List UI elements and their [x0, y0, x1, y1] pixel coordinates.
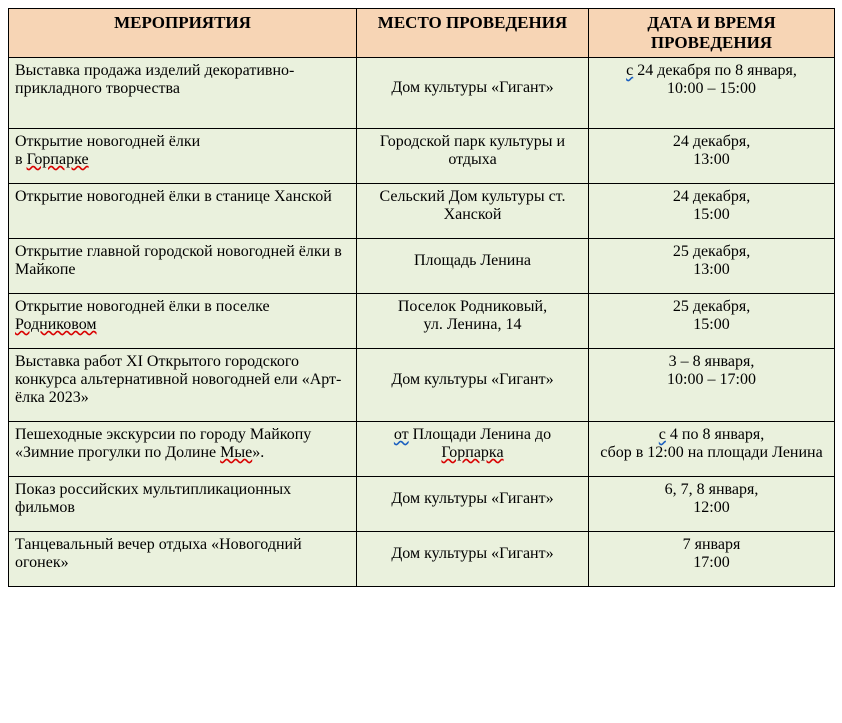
- event-line2-spell: Горпарке: [27, 151, 89, 168]
- event-text: Выставка работ XI Открытого городского к…: [15, 353, 341, 406]
- datetime-line1: 24 декабря,: [673, 133, 750, 150]
- venue-text: Дом культуры «Гигант»: [391, 545, 553, 562]
- cell-venue: Дом культуры «Гигант»: [357, 349, 589, 422]
- datetime-line2: 15:00: [693, 206, 729, 223]
- cell-venue: Дом культуры «Гигант»: [357, 532, 589, 587]
- cell-event: Танцевальный вечер отдыха «Новогодний ог…: [9, 532, 357, 587]
- events-table: МЕРОПРИЯТИЯ МЕСТО ПРОВЕДЕНИЯ ДАТА И ВРЕМ…: [8, 8, 835, 587]
- table-row: Открытие главной городской новогодней ёл…: [9, 239, 835, 294]
- cell-event: Открытие новогодней ёлки в поселке Родни…: [9, 294, 357, 349]
- table-row: Открытие новогодней ёлки в станице Ханск…: [9, 184, 835, 239]
- cell-venue: Городской парк культуры и отдыха: [357, 129, 589, 184]
- datetime-line2: 15:00: [693, 316, 729, 333]
- venue-spell: Горпарка: [441, 444, 503, 461]
- table-row: Открытие новогодней ёлки в Горпарке Горо…: [9, 129, 835, 184]
- event-line2-plain: в: [15, 151, 27, 168]
- cell-venue: Дом культуры «Гигант»: [357, 477, 589, 532]
- datetime-line1: 3 – 8 января,: [669, 353, 755, 370]
- cell-venue: Площадь Ленина: [357, 239, 589, 294]
- event-line2-spell: Родниковом: [15, 316, 97, 333]
- datetime-line1: 25 декабря,: [673, 243, 750, 260]
- table-row: Пешеходные экскурсии по городу Майкопу «…: [9, 422, 835, 477]
- datetime-line2: 10:00 – 17:00: [667, 371, 756, 388]
- cell-event: Открытие новогодней ёлки в Горпарке: [9, 129, 357, 184]
- event-post: ».: [252, 444, 264, 461]
- table-row: Танцевальный вечер отдыха «Новогодний ог…: [9, 532, 835, 587]
- datetime-line1: 4 по 8 января,: [666, 426, 764, 443]
- cell-datetime: с 24 декабря по 8 января, 10:00 – 15:00: [589, 58, 835, 129]
- table-row: Открытие новогодней ёлки в поселке Родни…: [9, 294, 835, 349]
- cell-event: Выставка продажа изделий декоративно-при…: [9, 58, 357, 129]
- table-header-row: МЕРОПРИЯТИЯ МЕСТО ПРОВЕДЕНИЯ ДАТА И ВРЕМ…: [9, 9, 835, 58]
- venue-mid: Площади Ленина до: [409, 426, 551, 443]
- event-text: Выставка продажа изделий декоративно-при…: [15, 62, 294, 97]
- cell-event: Выставка работ XI Открытого городского к…: [9, 349, 357, 422]
- cell-datetime: 25 декабря, 13:00: [589, 239, 835, 294]
- datetime-line2: 10:00 – 15:00: [667, 80, 756, 97]
- venue-text: Сельский Дом культуры ст. Ханской: [380, 188, 566, 223]
- venue-line1: Поселок Родниковый,: [398, 298, 547, 315]
- cell-venue: Дом культуры «Гигант»: [357, 58, 589, 129]
- col-header-datetime: ДАТА И ВРЕМЯ ПРОВЕДЕНИЯ: [589, 9, 835, 58]
- table-row: Выставка продажа изделий декоративно-при…: [9, 58, 835, 129]
- venue-prefix: от: [394, 426, 409, 443]
- datetime-line2: 13:00: [693, 151, 729, 168]
- venue-text: Площадь Ленина: [414, 252, 531, 269]
- cell-datetime: 6, 7, 8 января, 12:00: [589, 477, 835, 532]
- venue-text: Дом культуры «Гигант»: [391, 371, 553, 388]
- cell-datetime: 3 – 8 января, 10:00 – 17:00: [589, 349, 835, 422]
- datetime-prefix: с: [659, 426, 666, 443]
- datetime-line1: 24 декабря по 8 января,: [633, 62, 797, 79]
- cell-event: Показ российских мультипликационных филь…: [9, 477, 357, 532]
- cell-event: Открытие главной городской новогодней ёл…: [9, 239, 357, 294]
- cell-event: Открытие новогодней ёлки в станице Ханск…: [9, 184, 357, 239]
- cell-datetime: 25 декабря, 15:00: [589, 294, 835, 349]
- cell-datetime: 24 декабря, 15:00: [589, 184, 835, 239]
- datetime-line1: 7 января: [683, 536, 741, 553]
- col-header-event: МЕРОПРИЯТИЯ: [9, 9, 357, 58]
- cell-venue: Поселок Родниковый, ул. Ленина, 14: [357, 294, 589, 349]
- event-text: Открытие новогодней ёлки в станице Ханск…: [15, 188, 332, 205]
- datetime-line2: 13:00: [693, 261, 729, 278]
- venue-text: Городской парк культуры и отдыха: [380, 133, 565, 168]
- event-line1: Открытие новогодней ёлки в поселке: [15, 298, 270, 315]
- datetime-line2: сбор в 12:00 на площади Ленина: [600, 444, 822, 461]
- venue-text: Дом культуры «Гигант»: [391, 490, 553, 507]
- event-spell: Мые: [220, 444, 252, 461]
- event-pre: Пешеходные экскурсии по городу Майкопу «…: [15, 426, 311, 461]
- event-text: Показ российских мультипликационных филь…: [15, 481, 291, 516]
- event-text: Танцевальный вечер отдыха «Новогодний ог…: [15, 536, 302, 571]
- event-text: Открытие главной городской новогодней ёл…: [15, 243, 342, 278]
- cell-venue: от Площади Ленина до Горпарка: [357, 422, 589, 477]
- venue-line2: ул. Ленина, 14: [424, 316, 522, 333]
- cell-venue: Сельский Дом культуры ст. Ханской: [357, 184, 589, 239]
- datetime-line2: 12:00: [693, 499, 729, 516]
- datetime-line2: 17:00: [693, 554, 729, 571]
- cell-datetime: 24 декабря, 13:00: [589, 129, 835, 184]
- col-header-venue: МЕСТО ПРОВЕДЕНИЯ: [357, 9, 589, 58]
- cell-datetime: с 4 по 8 января, сбор в 12:00 на площади…: [589, 422, 835, 477]
- datetime-line1: 6, 7, 8 января,: [665, 481, 759, 498]
- table-row: Показ российских мультипликационных филь…: [9, 477, 835, 532]
- venue-text: Дом культуры «Гигант»: [391, 79, 553, 96]
- event-line1: Открытие новогодней ёлки: [15, 133, 200, 150]
- datetime-line1: 24 декабря,: [673, 188, 750, 205]
- datetime-line1: 25 декабря,: [673, 298, 750, 315]
- cell-event: Пешеходные экскурсии по городу Майкопу «…: [9, 422, 357, 477]
- cell-datetime: 7 января 17:00: [589, 532, 835, 587]
- table-row: Выставка работ XI Открытого городского к…: [9, 349, 835, 422]
